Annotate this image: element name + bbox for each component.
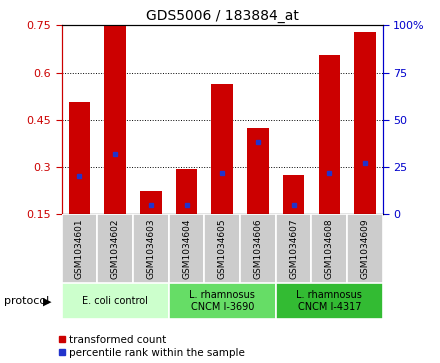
Text: GSM1034601: GSM1034601: [75, 218, 84, 279]
Bar: [97, 214, 133, 283]
Text: GSM1034607: GSM1034607: [289, 218, 298, 279]
Bar: [169, 283, 276, 319]
Bar: [247, 128, 268, 214]
Bar: [176, 168, 197, 214]
Text: GSM1034606: GSM1034606: [253, 218, 262, 279]
Bar: [276, 214, 312, 283]
Text: GSM1034602: GSM1034602: [110, 219, 120, 279]
Text: GSM1034604: GSM1034604: [182, 219, 191, 279]
Legend: transformed count, percentile rank within the sample: transformed count, percentile rank withi…: [58, 335, 246, 358]
Bar: [283, 175, 304, 214]
Text: L. rhamnosus
CNCM I-4317: L. rhamnosus CNCM I-4317: [296, 290, 362, 313]
Text: GSM1034605: GSM1034605: [218, 218, 227, 279]
Bar: [276, 283, 383, 319]
Text: GSM1034608: GSM1034608: [325, 218, 334, 279]
Bar: [104, 25, 126, 214]
Bar: [169, 214, 204, 283]
Text: L. rhamnosus
CNCM I-3690: L. rhamnosus CNCM I-3690: [189, 290, 255, 313]
Title: GDS5006 / 183884_at: GDS5006 / 183884_at: [146, 9, 299, 23]
Text: ▶: ▶: [43, 296, 51, 306]
Text: protocol: protocol: [4, 296, 50, 306]
Bar: [240, 214, 276, 283]
Bar: [69, 102, 90, 214]
Bar: [62, 214, 97, 283]
Bar: [204, 214, 240, 283]
Text: GSM1034603: GSM1034603: [147, 218, 155, 279]
Bar: [212, 83, 233, 214]
Bar: [319, 55, 340, 214]
Bar: [312, 214, 347, 283]
Bar: [133, 214, 169, 283]
Text: E. coli control: E. coli control: [82, 296, 148, 306]
Bar: [354, 32, 376, 214]
Bar: [347, 214, 383, 283]
Text: GSM1034609: GSM1034609: [360, 218, 370, 279]
Bar: [140, 191, 161, 214]
Bar: [62, 283, 169, 319]
